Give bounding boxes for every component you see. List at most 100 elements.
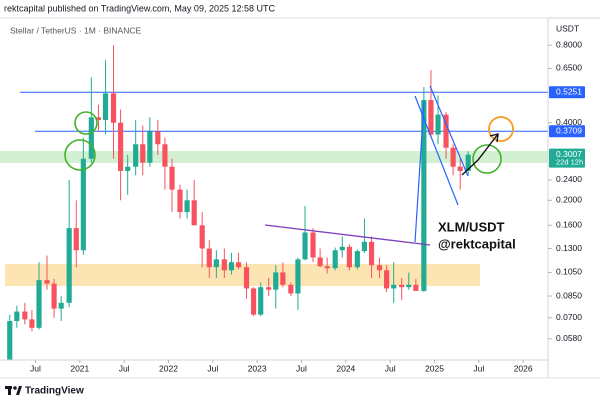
candle-body (251, 288, 257, 315)
channel-line (429, 85, 469, 177)
candle-body (288, 284, 294, 294)
candle-body (184, 200, 190, 213)
candle-body (435, 114, 441, 135)
candle-body (199, 225, 205, 249)
candle-body (421, 100, 427, 291)
trendline (264, 224, 431, 246)
footer-text: TradingView (25, 386, 84, 397)
level-label-box (549, 86, 585, 99)
candle-body (317, 257, 323, 267)
footer-logo (5, 386, 22, 395)
y-tick-label: 0.1050 (556, 267, 582, 277)
y-tick-label: 0.2000 (556, 195, 582, 205)
price-axis (548, 18, 600, 378)
candle-body (14, 311, 20, 322)
x-tick-label: 2026 (514, 363, 533, 373)
arrow (461, 133, 499, 176)
candle-body (399, 284, 405, 288)
x-tick-label: Jul (296, 363, 307, 373)
last-price-box (549, 148, 585, 168)
axis: 0.8000 0.6500 0.4000 0.2400 0.2000 0.1600 0.13… (30, 39, 585, 373)
candle-body (191, 200, 197, 226)
candle-body (88, 117, 94, 159)
candle-body (73, 228, 79, 251)
candle-body (443, 114, 449, 148)
candle-body (361, 241, 368, 252)
x-tick-label: Jul (119, 363, 130, 373)
candle-body (413, 284, 419, 291)
candle-body (354, 251, 360, 268)
candle-body (155, 131, 161, 145)
arrow-head (489, 133, 499, 143)
candle-body (324, 266, 330, 269)
candle-body (110, 93, 117, 123)
annotation: @rektcapital (438, 236, 516, 251)
candle-body (243, 267, 250, 289)
y-tick-label: 0.8000 (556, 39, 582, 49)
level-label: 0.3709 (556, 125, 582, 135)
x-tick-label: 2025 (425, 363, 444, 373)
x-tick-label: Jul (473, 363, 484, 373)
candle-body (125, 166, 131, 171)
circle (472, 144, 502, 174)
channel-line (414, 101, 425, 243)
y-tick-label: 0.0580 (556, 333, 582, 343)
y-tick-label: 0.0850 (556, 290, 582, 300)
circle (64, 139, 96, 171)
candle-body (80, 158, 86, 251)
y-tick-label: 0.1600 (556, 220, 582, 230)
level-label-box (549, 125, 585, 138)
level-label: 0.5251 (556, 87, 582, 97)
y-tick-label: 0.1300 (556, 243, 582, 253)
y-tick-label: 0.2400 (556, 174, 582, 184)
candle-body (384, 270, 390, 289)
candle-body (147, 131, 153, 163)
circle (488, 116, 514, 142)
candle-body (7, 321, 13, 360)
candle-body (266, 287, 272, 290)
candle-body (221, 259, 227, 271)
axis-title: USDT (556, 23, 579, 33)
symbol-legend: Stellar / TetherUS · 1M · BINANCE (10, 25, 141, 35)
candle-body (118, 122, 124, 171)
candle-body (258, 287, 264, 315)
candle-body (406, 284, 412, 288)
candle-body (169, 166, 175, 190)
candle-body (213, 259, 219, 268)
candle-body (280, 272, 286, 285)
x-tick-label: 2021 (70, 363, 89, 373)
orange-band (5, 264, 480, 286)
candle-body (22, 311, 28, 320)
y-tick-label: 0.4000 (556, 117, 582, 127)
drawings: XLM/USDT @rektcapital (64, 85, 516, 251)
candle-body (29, 319, 35, 328)
annotation: XLM/USDT (438, 219, 505, 234)
candle-body (368, 241, 375, 266)
candle-body (44, 280, 50, 284)
candle-body (332, 250, 338, 269)
candle-body (206, 248, 212, 268)
candle-body (457, 166, 463, 171)
countdown: 22d 12h (556, 158, 583, 167)
candle-body (302, 232, 308, 260)
candle-body (295, 259, 301, 294)
candle-body (162, 144, 168, 167)
candle-body (376, 265, 383, 271)
candle-body (465, 154, 471, 171)
candle-body (450, 147, 456, 167)
candle-body (273, 272, 279, 290)
candle-body (346, 246, 352, 268)
header: rektcapital published on TradingView.com… (4, 3, 275, 13)
y-tick-label: 0.0700 (556, 312, 582, 322)
candle-body (310, 232, 316, 258)
last-price-label: 0.3007 (556, 149, 582, 159)
circle (74, 111, 98, 135)
x-tick-label: 2022 (159, 363, 178, 373)
x-tick-label: Jul (385, 363, 396, 373)
x-tick-label: 2023 (248, 363, 267, 373)
candle-body (228, 262, 235, 271)
candle-body (339, 246, 345, 251)
candle-body (428, 100, 434, 135)
